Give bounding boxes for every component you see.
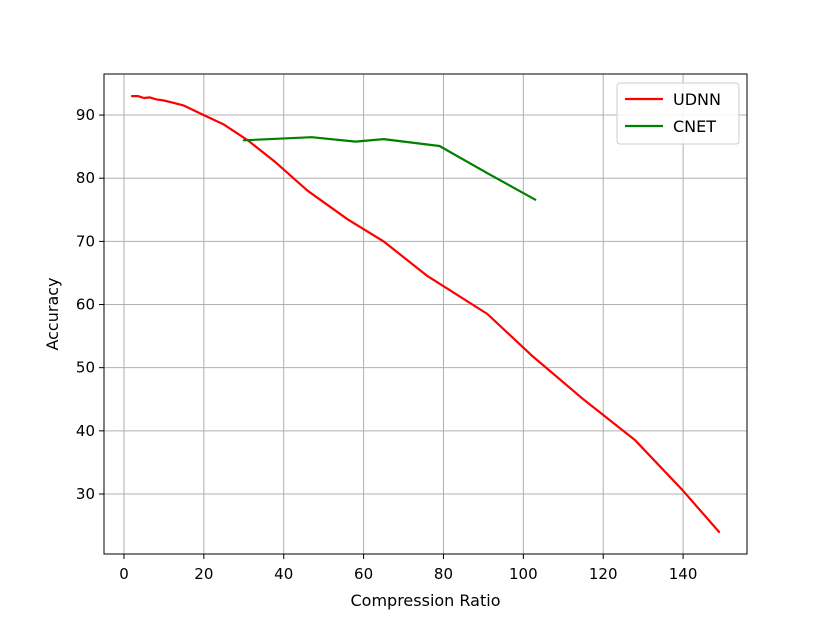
grid bbox=[104, 74, 747, 554]
x-tick-label: 20 bbox=[194, 565, 213, 583]
x-tick-label: 80 bbox=[434, 565, 453, 583]
x-axis-title: Compression Ratio bbox=[351, 591, 501, 610]
y-axis-title: Accuracy bbox=[43, 277, 62, 350]
legend-label-cnet: CNET bbox=[673, 117, 716, 136]
x-tick-label: 120 bbox=[589, 565, 618, 583]
series-line-cnet bbox=[242, 136, 537, 201]
legend-label-udnn: UDNN bbox=[673, 90, 721, 109]
y-tick-label: 30 bbox=[76, 485, 95, 503]
x-tick-label: 0 bbox=[119, 565, 129, 583]
x-tick-label: 60 bbox=[354, 565, 373, 583]
y-tick-label: 70 bbox=[76, 232, 95, 250]
series-layer bbox=[130, 94, 721, 534]
y-tick-label: 90 bbox=[76, 106, 95, 124]
x-tick-label: 140 bbox=[669, 565, 698, 583]
y-tick-label: 40 bbox=[76, 422, 95, 440]
y-tick-label: 60 bbox=[76, 296, 95, 314]
y-tick-label: 50 bbox=[76, 359, 95, 377]
series-line-udnn bbox=[130, 94, 721, 534]
x-tick-label: 100 bbox=[509, 565, 538, 583]
x-tick-label: 40 bbox=[274, 565, 293, 583]
axis-ticks: 0 20 40 60 80 100 120 140 30 40 50 60 70 80 90 bbox=[76, 106, 698, 583]
y-tick-label: 80 bbox=[76, 169, 95, 187]
legend: UDNN CNET bbox=[616, 82, 740, 145]
plot-frame bbox=[103, 73, 748, 555]
